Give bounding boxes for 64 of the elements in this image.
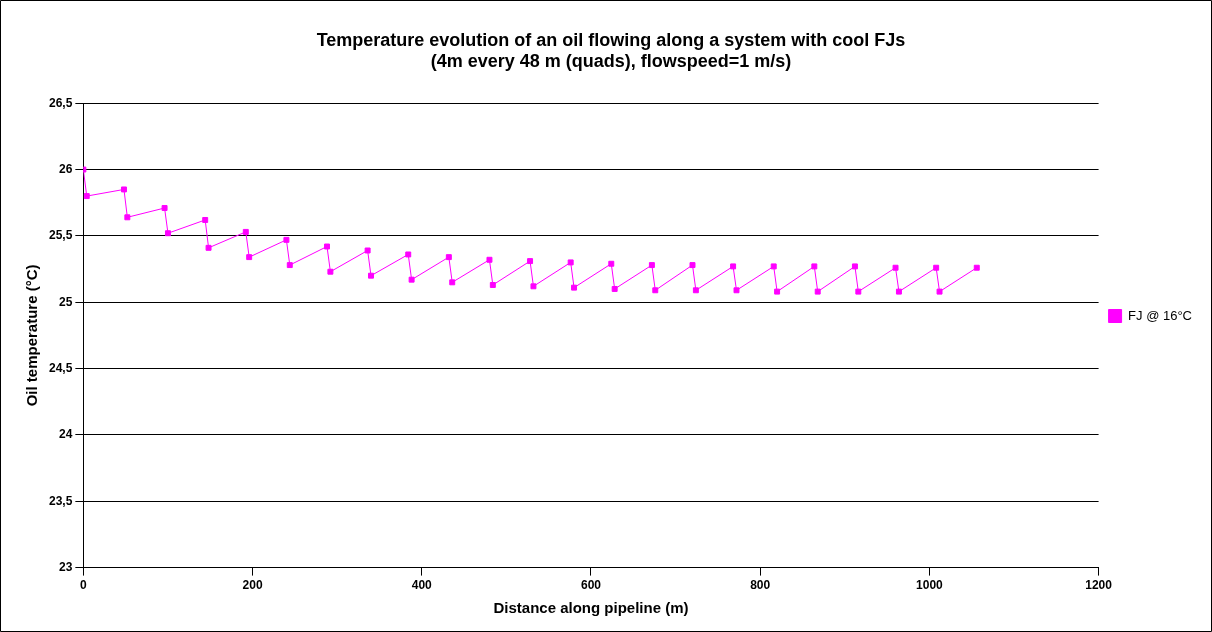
x-tick-label: 800 [750, 578, 771, 593]
point [405, 251, 412, 258]
point [973, 264, 980, 271]
y-axis-title: Oil temperature (°C) [23, 264, 41, 407]
chart-title: Temperature evolution of an oil flowing along a system with cool FJs [316, 29, 906, 50]
point [368, 272, 374, 279]
point [851, 263, 858, 270]
point [324, 243, 330, 250]
y-tick-label: 24 [59, 427, 73, 442]
point [611, 285, 618, 292]
point [689, 262, 696, 269]
x-tick-label: 600 [580, 578, 602, 593]
y-tick-label: 24,5 [49, 360, 73, 375]
point [408, 276, 415, 283]
point [567, 259, 574, 266]
point [936, 288, 943, 295]
point [571, 284, 578, 291]
y-tick-label: 25,5 [49, 228, 73, 243]
y-tick-label: 26 [59, 161, 73, 176]
point [205, 244, 212, 251]
x-tick-label: 400 [411, 578, 433, 593]
legend-label: FJ @ 16°C [1128, 307, 1193, 323]
x-axis-title: Distance along pipeline (m) [493, 599, 689, 617]
point [161, 205, 168, 211]
x-tick-label: 200 [242, 578, 263, 593]
point [202, 216, 209, 223]
y-tick-label: 23 [59, 559, 73, 574]
x-tick-label: 1200 [1085, 578, 1113, 593]
point [489, 282, 496, 288]
point [286, 262, 293, 269]
point [855, 288, 862, 295]
y-tick-label: 25 [59, 294, 73, 309]
x-tick-label: 0 [80, 578, 88, 593]
point [933, 264, 940, 271]
point [730, 263, 737, 270]
point [164, 230, 171, 237]
point [486, 256, 493, 263]
point [283, 236, 290, 243]
y-tick-label: 26,5 [49, 95, 73, 110]
x-tick-label: 1000 [916, 578, 944, 593]
point [692, 287, 699, 294]
point [648, 262, 655, 269]
point [327, 268, 334, 275]
y-tick-label: 23,5 [49, 493, 73, 508]
point [364, 247, 371, 254]
point [530, 283, 537, 290]
point [83, 193, 90, 200]
point [120, 186, 127, 193]
point [652, 287, 659, 294]
point [733, 287, 740, 294]
point [814, 288, 821, 295]
point [124, 214, 131, 221]
point [445, 254, 452, 261]
point [892, 264, 899, 271]
point [608, 260, 615, 267]
point [774, 288, 781, 295]
point [811, 263, 818, 270]
point [895, 288, 902, 295]
point [246, 254, 253, 261]
point [527, 258, 534, 265]
point [770, 263, 777, 270]
point [449, 279, 456, 286]
chart-subtitle: (4m every 48 m (quads), flowspeed=1 m/s) [430, 51, 792, 72]
point [242, 228, 249, 235]
